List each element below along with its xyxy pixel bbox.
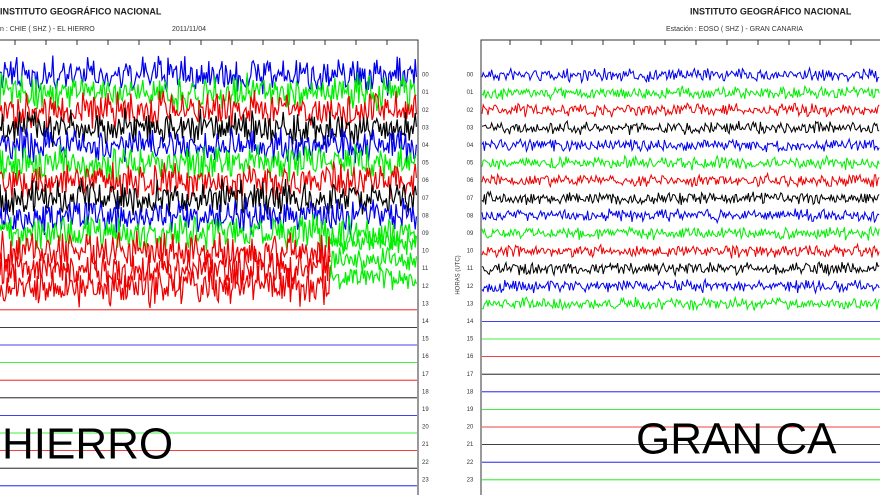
trace — [329, 246, 417, 275]
hour-label: 08 — [422, 213, 429, 219]
hour-label: 17 — [467, 372, 474, 378]
hour-label: 23 — [467, 477, 474, 483]
hour-label: 09 — [422, 231, 429, 237]
hour-label: 14 — [467, 319, 474, 325]
hour-label: 13 — [422, 301, 429, 307]
trace — [481, 242, 880, 259]
hour-label: 21 — [467, 442, 474, 448]
trace — [0, 197, 417, 236]
hour-label: 14 — [422, 319, 429, 325]
hour-label: 23 — [422, 477, 429, 483]
trace — [481, 190, 880, 206]
hour-label: 15 — [422, 337, 429, 343]
hour-label: 20 — [422, 425, 429, 431]
hour-label: 12 — [467, 284, 474, 290]
hour-label: 17 — [422, 372, 429, 378]
hour-label: 06 — [467, 178, 474, 184]
hour-label: 16 — [467, 354, 474, 360]
trace — [481, 119, 880, 136]
hour-label: 15 — [467, 337, 474, 343]
left-station: n : CHIE ( SHZ ) - EL HIERRO — [0, 26, 95, 33]
trace — [481, 84, 880, 102]
hour-label: 22 — [422, 460, 429, 466]
hour-label: 00 — [422, 73, 429, 79]
trace — [482, 295, 880, 312]
trace — [481, 154, 880, 171]
trace — [0, 230, 331, 275]
hour-label: 09 — [467, 231, 474, 237]
left-date: 2011/11/04 — [172, 26, 206, 33]
hour-label: 04 — [422, 143, 429, 149]
trace — [481, 66, 880, 85]
left-seismogram — [0, 55, 417, 487]
hour-label: 18 — [422, 389, 429, 395]
trace — [0, 72, 417, 113]
right-seismogram — [481, 66, 880, 481]
trace — [0, 126, 417, 165]
hour-label: 02 — [422, 108, 429, 114]
hour-label: 11 — [467, 266, 474, 272]
hour-label: 04 — [467, 143, 474, 149]
trace — [0, 245, 331, 291]
left-frame — [0, 39, 419, 495]
hour-label: 08 — [467, 213, 474, 219]
hour-label: 16 — [422, 354, 429, 360]
trace — [481, 102, 880, 118]
trace — [481, 208, 880, 225]
hour-label: 07 — [422, 196, 429, 202]
trace — [0, 107, 417, 147]
hour-label: 05 — [467, 161, 474, 167]
hour-label: 03 — [422, 125, 429, 131]
hour-label: 21 — [422, 442, 429, 448]
hour-label: 00 — [467, 73, 474, 79]
hour-label: 01 — [422, 90, 429, 96]
left-caption: HIERRO — [2, 420, 173, 469]
hour-label: 10 — [467, 249, 474, 255]
trace — [481, 277, 880, 295]
frame-ticks — [14, 40, 852, 45]
hour-labels: 00 00 01 01 02 02 03 03 04 04 05 05 06 06 07 07 08 08 09 09… — [422, 73, 474, 484]
trace — [481, 260, 880, 278]
hour-label: 18 — [467, 389, 474, 395]
hour-label: 19 — [422, 407, 429, 413]
trace — [481, 137, 880, 154]
hour-label: 22 — [467, 460, 474, 466]
right-frame — [480, 39, 880, 495]
trace — [481, 225, 880, 241]
hour-label: 20 — [467, 425, 474, 431]
hour-label: 02 — [467, 108, 474, 114]
trace — [481, 171, 880, 189]
left-header: INSTITUTO GEOGRÁFICO NACIONAL — [0, 6, 162, 16]
right-caption: GRAN CA — [636, 415, 837, 464]
hour-label: 05 — [422, 161, 429, 167]
trace — [0, 55, 417, 96]
hour-label: 13 — [467, 301, 474, 307]
hour-label: 12 — [422, 284, 429, 290]
hour-label: 07 — [467, 196, 474, 202]
trace — [0, 265, 331, 309]
trace — [329, 229, 417, 255]
hour-label: 11 — [422, 266, 429, 272]
hour-label: 10 — [422, 249, 429, 255]
axis-label: HORAS (UTC) — [456, 255, 462, 294]
hour-label: 01 — [467, 90, 474, 96]
right-station: Estación : EOSO ( SHZ ) - GRAN CANARIA — [666, 26, 803, 33]
hour-label: 06 — [422, 178, 429, 184]
trace — [329, 266, 417, 291]
trace — [0, 161, 417, 201]
hour-label: 19 — [467, 407, 474, 413]
hour-label: 03 — [467, 125, 474, 131]
right-header: INSTITUTO GEOGRÁFICO NACIONAL — [690, 6, 852, 16]
